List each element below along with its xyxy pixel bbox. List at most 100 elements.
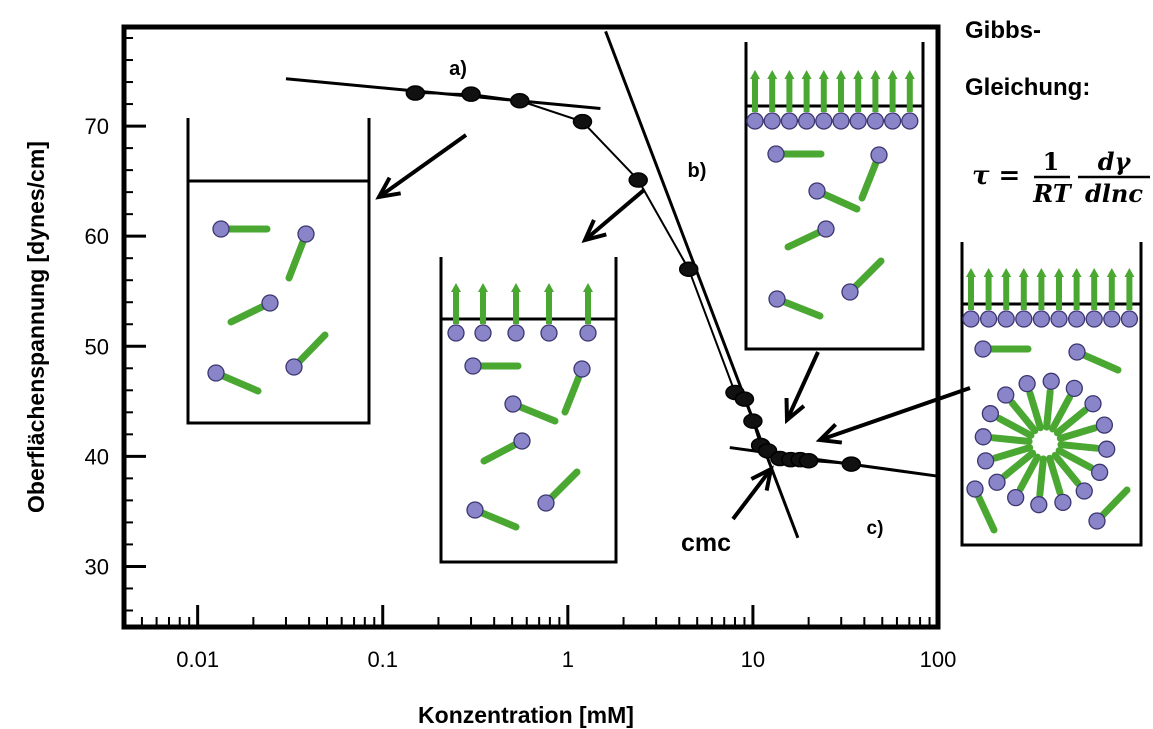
molecule-head <box>1018 374 1036 393</box>
molecule-tail-tip <box>1018 268 1029 277</box>
arrow-shaft <box>377 133 468 199</box>
molecule-tail <box>1043 387 1054 431</box>
molecule-tail <box>1057 441 1101 452</box>
label-b: b) <box>688 160 707 182</box>
molecule-tail-tip <box>801 70 812 79</box>
molecule-head <box>1054 493 1072 512</box>
molecule-head <box>513 432 531 450</box>
molecule-tail-tip <box>853 70 864 79</box>
beaker-d <box>960 242 1143 547</box>
label-cmc: cmc <box>681 529 731 557</box>
molecule-tail-tip <box>767 70 778 79</box>
molecule-head <box>1088 512 1106 530</box>
beaker-wall <box>439 257 618 564</box>
molecule-head <box>832 112 850 130</box>
molecule-tail <box>1055 447 1095 472</box>
molecule-tail-tip <box>1124 268 1135 277</box>
x-tick-label: 0.1 <box>367 647 398 672</box>
molecule-tail-tip <box>583 283 593 292</box>
gibbs-equation: Gibbs- Gleichung: τ = 1 RT dγ dlnc <box>965 17 1150 208</box>
data-point <box>734 391 755 407</box>
molecule-head <box>981 405 1000 423</box>
molecule-tail-tip <box>904 70 915 79</box>
beaker-wall <box>744 42 925 351</box>
molecule-tail <box>1049 393 1074 433</box>
molecule-tail <box>1051 451 1082 487</box>
label-a: a) <box>449 58 467 80</box>
molecule-tail <box>1026 389 1044 432</box>
molecule-head <box>1032 310 1051 328</box>
molecule-tail-tip <box>887 70 898 79</box>
molecule-head <box>974 428 992 446</box>
molecule-head <box>997 310 1015 328</box>
arrow-to-beaker-b <box>581 188 646 243</box>
molecule-head <box>866 112 885 130</box>
molecule-head <box>746 112 764 130</box>
arrow-head <box>581 219 607 243</box>
x-tick-label: 1 <box>562 647 574 672</box>
molecule-tail-tip <box>870 70 881 79</box>
molecule-head <box>1030 496 1048 514</box>
arrow-head <box>784 397 806 425</box>
molecule-head <box>261 294 279 312</box>
molecule-head <box>1007 488 1025 507</box>
molecule-head <box>447 324 465 342</box>
axis-ticks <box>123 37 940 627</box>
molecule-head <box>212 220 230 238</box>
molecule-head <box>767 145 785 163</box>
formula-numerator-1: 1 <box>1043 147 1060 176</box>
molecule-head <box>464 357 482 375</box>
molecule-head <box>1015 310 1033 328</box>
arrow-shaft <box>731 467 773 521</box>
plot-frame <box>121 24 941 630</box>
arrow-head <box>375 176 402 200</box>
molecule-head <box>573 360 591 378</box>
data-point <box>628 172 648 188</box>
arrow-to-beaker-a <box>375 133 468 200</box>
molecule-head <box>1085 310 1103 328</box>
molecule-head <box>768 290 786 308</box>
molecule-head <box>966 480 984 498</box>
micelle <box>974 372 1116 514</box>
beaker-b <box>439 257 618 564</box>
molecule-head <box>976 452 995 470</box>
beaker-wall <box>960 242 1143 547</box>
arrow-cmc <box>731 465 774 521</box>
label-c: c) <box>867 518 884 539</box>
molecule-head <box>870 146 888 164</box>
molecule-tail-tip <box>451 283 461 292</box>
molecule-head <box>285 358 303 376</box>
arrow-head <box>815 423 843 445</box>
molecule-head <box>988 473 1006 491</box>
molecule-tail-tip <box>1036 268 1047 277</box>
y-tick-label: 50 <box>85 334 109 359</box>
arrows <box>375 133 971 521</box>
molecule-head <box>1098 440 1116 458</box>
formula-denominator-2: dlnc <box>1085 179 1143 208</box>
y-tick-label: 70 <box>85 114 109 139</box>
molecule-tail-tip <box>1071 268 1082 277</box>
molecule-head <box>537 494 555 512</box>
molecule-tail-tip <box>784 70 795 79</box>
molecule-tail-tip <box>478 283 488 292</box>
formula-lhs: τ = <box>972 161 1020 191</box>
data-point <box>510 93 530 109</box>
molecule-head <box>579 324 597 342</box>
molecule-head <box>901 112 919 130</box>
arrow-shaft <box>819 386 971 442</box>
molecule-head <box>504 395 522 413</box>
molecule-tail-tip <box>1054 268 1064 277</box>
molecule-head <box>540 324 558 342</box>
molecule-head <box>474 324 492 342</box>
molecule-head <box>1103 310 1121 328</box>
data-point <box>798 453 819 469</box>
molecule-tail <box>1016 453 1041 493</box>
molecule-head <box>979 310 998 328</box>
molecule-head <box>207 364 225 382</box>
molecule-head <box>297 225 315 243</box>
molecule-tail <box>995 414 1035 439</box>
formula-heading-line1: Gibbs- <box>965 17 1041 44</box>
y-axis-title: Oberflächenspannung [dynes/cm] <box>23 141 49 513</box>
molecule-head <box>817 220 835 238</box>
